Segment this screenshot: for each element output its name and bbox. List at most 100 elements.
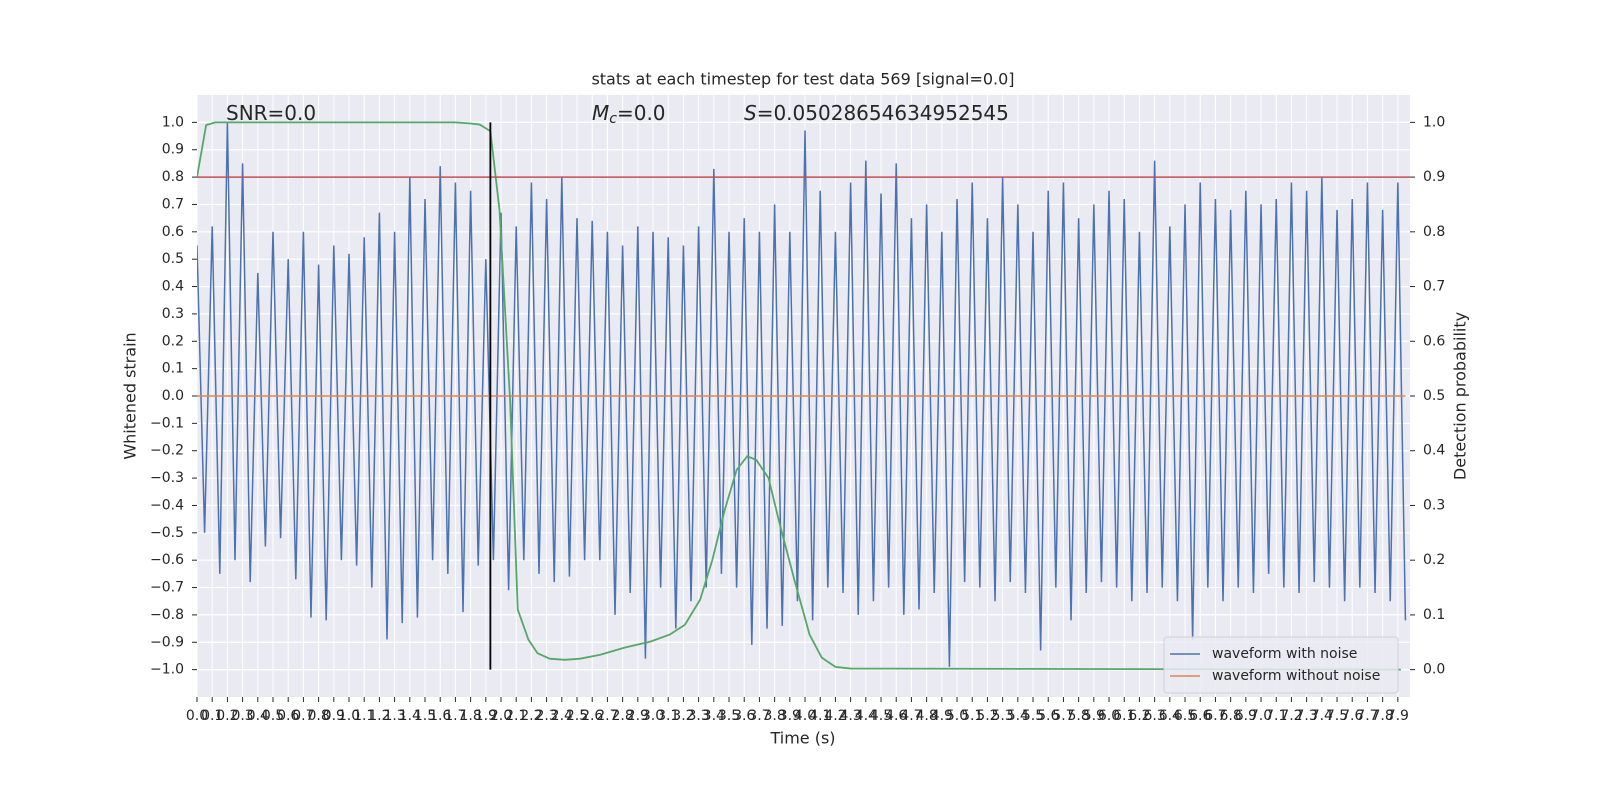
x-tick-label: 4.2: [824, 708, 846, 724]
y-tick-label: 0.2: [162, 333, 184, 349]
annotation: Mc=0.0: [592, 101, 666, 128]
x-tick-label: 6.1: [1113, 708, 1135, 724]
x-tick-label: 2.1: [505, 708, 527, 724]
x-tick-label: 5.1: [961, 708, 983, 724]
y-tick-label: 0.5: [162, 251, 184, 267]
chart-title: stats at each timestep for test data 569…: [591, 70, 1014, 89]
y-tick-label: 0.1: [162, 361, 184, 377]
x-tick-label: 0.7: [292, 708, 314, 724]
x-tick-label: 5.4: [1007, 708, 1029, 724]
y2-tick-label: 0.9: [1423, 169, 1445, 185]
x-tick-label: 5.3: [991, 708, 1013, 724]
y2-axis-label: Detection probability: [1451, 312, 1470, 480]
y-tick-label: −0.9: [150, 634, 184, 650]
x-tick-label: 6.8: [1220, 708, 1242, 724]
x-tick-label: 2.3: [535, 708, 557, 724]
y-tick-label: −1.0: [150, 662, 184, 678]
y-tick-label: −0.6: [150, 552, 184, 568]
x-tick-label: 5.0: [946, 708, 968, 724]
y-tick-label: 0.8: [162, 169, 184, 185]
x-tick-label: 0.4: [247, 708, 269, 724]
annotation-symbol: S: [744, 101, 757, 125]
y2-tick-label: 0.3: [1423, 497, 1445, 513]
x-tick-label: 1.7: [444, 708, 466, 724]
y-tick-label: −0.8: [150, 607, 184, 623]
annotation: SNR=0.0: [226, 101, 316, 125]
y2-tick-label: 1.0: [1423, 114, 1445, 130]
x-tick-label: 4.6: [885, 708, 907, 724]
y-tick-label: 0.0: [162, 388, 184, 404]
y-tick-label: 0.3: [162, 306, 184, 322]
y-tick-label: −0.7: [150, 580, 184, 596]
x-tick-label: 4.0: [794, 708, 816, 724]
y-tick-label: 0.7: [162, 196, 184, 212]
x-tick-label: 1.8: [459, 708, 481, 724]
y-tick-label: 0.4: [162, 279, 184, 295]
x-tick-label: 1.9: [475, 708, 497, 724]
x-tick-label: 5.8: [1067, 708, 1089, 724]
series-line: [197, 122, 1407, 667]
x-tick-label: 1.5: [414, 708, 436, 724]
annotation-symbol: M: [592, 101, 609, 125]
y-tick-label: 0.9: [162, 142, 184, 158]
annotation: S=0.05028654634952545: [744, 101, 1009, 125]
x-tick-label: 4.1: [809, 708, 831, 724]
x-tick-label: 1.1: [353, 708, 375, 724]
x-tick-label: 3.9: [779, 708, 801, 724]
x-tick-label: 7.9: [1387, 708, 1409, 724]
x-tick-label: 0.2: [216, 708, 238, 724]
x-tick-label: 7.5: [1326, 708, 1348, 724]
y-tick-label: −0.1: [150, 415, 184, 431]
x-tick-label: 3.2: [672, 708, 694, 724]
x-tick-label: 7.3: [1296, 708, 1318, 724]
x-tick-label: 7.7: [1356, 708, 1378, 724]
x-tick-label: 7.2: [1280, 708, 1302, 724]
y2-tick-label: 0.4: [1423, 443, 1445, 459]
x-tick-label: 2.2: [520, 708, 542, 724]
x-tick-label: 6.3: [1143, 708, 1165, 724]
x-tick-label: 6.4: [1159, 708, 1181, 724]
y2-tick-label: 0.0: [1423, 662, 1445, 678]
x-tick-label: 0.3: [231, 708, 253, 724]
x-tick-label: 2.7: [596, 708, 618, 724]
x-tick-label: 5.2: [976, 708, 998, 724]
x-tick-label: 2.8: [611, 708, 633, 724]
annotation-text: =0.0: [617, 101, 666, 125]
x-tick-label: 0.8: [307, 708, 329, 724]
y2-tick-label: 0.1: [1423, 607, 1445, 623]
y-tick-label: −0.2: [150, 443, 184, 459]
x-tick-label: 4.7: [900, 708, 922, 724]
x-tick-label: 4.9: [931, 708, 953, 724]
y2-tick-label: 0.8: [1423, 224, 1445, 240]
x-tick-label: 1.4: [399, 708, 421, 724]
x-tick-label: 2.5: [566, 708, 588, 724]
x-tick-label: 2.9: [627, 708, 649, 724]
x-tick-label: 7.6: [1341, 708, 1363, 724]
x-tick-label: 2.4: [551, 708, 573, 724]
y-tick-label: 0.6: [162, 224, 184, 240]
x-tick-label: 3.6: [733, 708, 755, 724]
x-tick-label: 6.2: [1128, 708, 1150, 724]
x-tick-label: 3.1: [657, 708, 679, 724]
y-tick-label: −0.4: [150, 497, 184, 513]
x-tick-label: 0.5: [262, 708, 284, 724]
x-tick-label: 3.4: [703, 708, 725, 724]
x-tick-label: 6.6: [1189, 708, 1211, 724]
x-tick-label: 3.8: [763, 708, 785, 724]
x-tick-label: 7.4: [1311, 708, 1333, 724]
x-tick-label: 1.6: [429, 708, 451, 724]
legend-label: waveform without noise: [1212, 668, 1380, 684]
series-line: [197, 121, 1401, 671]
x-tick-label: 1.0: [338, 708, 360, 724]
annotation-text: SNR=0.0: [226, 101, 316, 125]
y-tick-label: 1.0: [162, 114, 184, 130]
x-tick-label: 7.1: [1265, 708, 1287, 724]
x-tick-label: 3.5: [718, 708, 740, 724]
x-tick-label: 7.0: [1250, 708, 1272, 724]
x-tick-label: 4.3: [839, 708, 861, 724]
annotation-subscript: c: [609, 111, 617, 127]
x-tick-label: 6.5: [1174, 708, 1196, 724]
x-tick-label: 0.6: [277, 708, 299, 724]
y2-tick-label: 0.2: [1423, 552, 1445, 568]
x-tick-label: 0.9: [323, 708, 345, 724]
